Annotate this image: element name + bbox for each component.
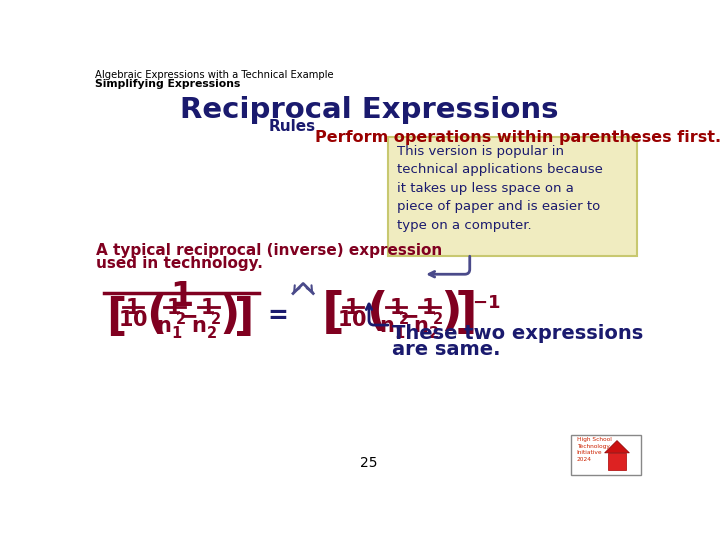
Text: $\mathbf{1}$: $\mathbf{1}$ [125,298,140,318]
Text: $\mathbf{[}$: $\mathbf{[}$ [106,295,125,339]
Text: A typical reciprocal (inverse) expression: A typical reciprocal (inverse) expressio… [96,244,443,259]
Bar [608,453,626,470]
Text: Reciprocal Expressions: Reciprocal Expressions [180,96,558,124]
Text: $\mathbf{n_2^{\ 2}}$: $\mathbf{n_2^{\ 2}}$ [413,310,444,342]
Text: $\mathbf{1}$: $\mathbf{1}$ [344,298,359,318]
Text: $\mathbf{1}$: $\mathbf{1}$ [421,298,436,318]
Polygon shape [605,441,629,453]
Text: These two expressions: These two expressions [392,325,644,343]
Text: $\mathbf{10}$: $\mathbf{10}$ [117,310,148,330]
Text: $\mathbf{]}$: $\mathbf{]}$ [233,295,252,339]
Text: This version is popular in
technical applications because
it takes up less space: This version is popular in technical app… [397,145,603,232]
Text: $\mathbf{]}$: $\mathbf{]}$ [454,291,474,339]
Text: High School
Technology
Initiative
2024: High School Technology Initiative 2024 [577,437,611,462]
Text: $\mathbf{)}$: $\mathbf{)}$ [441,291,460,335]
Text: $\mathbf{(}$: $\mathbf{(}$ [366,291,386,335]
Text: $\mathbf{=}$: $\mathbf{=}$ [264,302,289,326]
Text: $\mathbf{-1}$: $\mathbf{-1}$ [472,294,500,312]
Text: 25: 25 [360,456,378,470]
Text: $\mathbf{n_1^{\ 2}}$: $\mathbf{n_1^{\ 2}}$ [379,310,410,342]
Text: $\mathbf{1}$: $\mathbf{1}$ [170,280,193,313]
Text: $\mathbf{1}$: $\mathbf{1}$ [200,298,215,318]
Text: Rules: Rules [269,119,315,134]
Text: $\mathbf{n_2^{\ 2}}$: $\mathbf{n_2^{\ 2}}$ [191,310,222,342]
FancyBboxPatch shape [571,435,641,475]
Text: Simplifying Expressions: Simplifying Expressions [94,79,240,89]
Text: $\mathbf{1}$: $\mathbf{1}$ [166,298,181,318]
FancyBboxPatch shape [388,137,637,256]
Text: are same.: are same. [392,340,500,359]
Text: $\mathbf{1}$: $\mathbf{1}$ [389,298,404,318]
Text: Perform operations within parentheses first.: Perform operations within parentheses fi… [315,130,720,145]
Text: Algebraic Expressions with a Technical Example: Algebraic Expressions with a Technical E… [94,70,333,80]
Text: $\mathbf{10}$: $\mathbf{10}$ [337,310,367,330]
Text: $\mathbf{-}$: $\mathbf{-}$ [178,303,197,327]
Text: $\mathbf{[}$: $\mathbf{[}$ [321,291,343,339]
Text: used in technology.: used in technology. [96,256,263,271]
Text: $\mathbf{)}$: $\mathbf{)}$ [220,294,238,338]
Text: $\mathbf{-}$: $\mathbf{-}$ [399,303,418,327]
Text: $\mathbf{(}$: $\mathbf{(}$ [145,294,165,338]
Text: $\mathbf{n_1^{\ 2}}$: $\mathbf{n_1^{\ 2}}$ [156,310,186,342]
